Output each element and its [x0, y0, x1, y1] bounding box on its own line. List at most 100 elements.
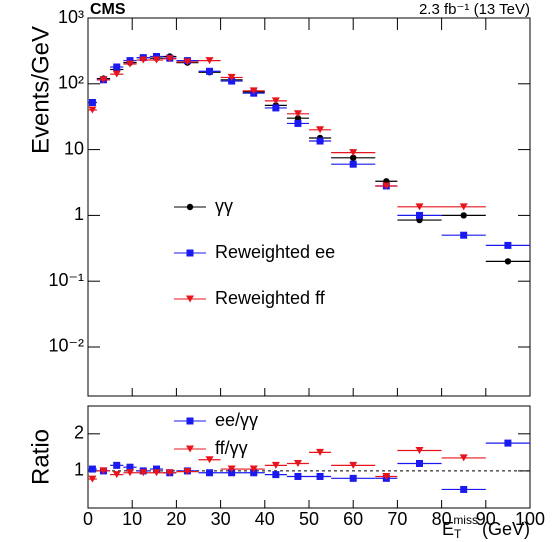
x-tick-label: 50	[299, 509, 319, 529]
marker	[504, 258, 512, 265]
marker	[113, 461, 121, 469]
marker	[227, 73, 236, 81]
marker	[316, 137, 324, 145]
marker	[153, 52, 161, 60]
marker	[228, 77, 236, 85]
marker	[249, 465, 258, 473]
marker	[125, 469, 134, 477]
legend-label: Reweighted ee	[215, 242, 335, 262]
marker	[460, 212, 467, 219]
legend-marker	[186, 445, 194, 453]
marker	[88, 475, 97, 483]
marker	[316, 472, 324, 480]
marker	[316, 126, 325, 134]
x-title-sup: miss	[453, 513, 478, 527]
marker	[88, 465, 96, 473]
marker	[349, 474, 357, 482]
legend-marker	[186, 417, 194, 425]
marker	[205, 456, 214, 464]
marker	[205, 57, 214, 65]
legend-label: Reweighted ff	[215, 288, 326, 308]
marker	[183, 58, 192, 66]
marker	[112, 70, 121, 78]
marker	[165, 469, 174, 477]
marker	[293, 110, 302, 118]
marker	[416, 459, 423, 467]
marker	[459, 203, 468, 211]
marker	[415, 203, 424, 211]
marker	[152, 469, 161, 477]
marker	[250, 469, 258, 477]
lumi-label: 2.3 fb⁻¹ (13 TeV)	[419, 1, 530, 18]
y-tick-label: 10²	[58, 73, 84, 93]
x-tick-label: 90	[476, 509, 496, 529]
marker	[139, 469, 148, 477]
x-tick-label: 20	[166, 509, 186, 529]
marker	[294, 119, 302, 127]
marker	[227, 465, 236, 473]
x-tick-label: 60	[343, 509, 363, 529]
marker	[126, 463, 134, 471]
x-tick-label: 70	[387, 509, 407, 529]
y-tick-label: 2	[74, 423, 84, 443]
marker	[349, 461, 358, 469]
marker	[460, 231, 468, 239]
x-tick-label: 30	[211, 509, 231, 529]
legend-marker	[186, 203, 194, 211]
legend-label: ee/γγ	[215, 410, 258, 430]
marker	[139, 56, 148, 64]
marker	[152, 56, 161, 64]
y-tick-label: 1	[74, 460, 84, 480]
marker	[504, 439, 512, 447]
marker	[382, 472, 391, 480]
legend-marker	[186, 249, 194, 257]
y-tick-label: 1	[74, 204, 84, 224]
marker	[294, 472, 302, 480]
y-tick-label: 10⁻¹	[48, 270, 84, 290]
marker	[349, 149, 358, 157]
x-title-symbol: E	[442, 519, 454, 539]
marker	[504, 241, 512, 249]
x-title-sub: T	[454, 527, 462, 541]
y-tick-label: 10⁻²	[48, 336, 84, 356]
y-tick-label: 10	[64, 138, 84, 158]
x-tick-label: 100	[515, 509, 545, 529]
y-axis-title: Events/GeV	[27, 26, 54, 154]
x-axis-title: ETmiss (GeV)	[442, 513, 530, 541]
x-title-unit: (GeV)	[482, 519, 530, 539]
x-tick-label: 10	[122, 509, 142, 529]
marker	[349, 160, 357, 168]
marker	[228, 469, 236, 477]
marker	[165, 55, 174, 63]
legend-label: γγ	[215, 196, 233, 216]
marker	[153, 465, 161, 473]
marker	[206, 469, 214, 477]
marker	[460, 485, 468, 493]
marker	[272, 104, 280, 112]
x-tick-label: 80	[432, 509, 452, 529]
marker	[271, 97, 280, 105]
marker	[249, 87, 258, 95]
marker	[113, 63, 121, 71]
y-tick-label: 10³	[58, 7, 84, 27]
marker	[99, 467, 108, 475]
marker	[206, 67, 214, 75]
marker	[382, 182, 391, 190]
legend-marker	[186, 295, 194, 303]
experiment-label: CMS	[90, 1, 126, 18]
x-tick-label: 0	[83, 509, 93, 529]
marker	[88, 98, 96, 106]
marker	[272, 471, 280, 479]
marker	[183, 468, 192, 476]
marker	[316, 448, 325, 456]
marker	[88, 106, 97, 114]
legend-label: ff/γγ	[215, 438, 248, 458]
ratio-axis-title: Ratio	[27, 429, 54, 485]
marker	[415, 447, 424, 455]
marker	[350, 154, 357, 162]
x-tick-label: 40	[255, 509, 275, 529]
marker	[125, 60, 134, 68]
marker	[459, 454, 468, 462]
marker	[99, 76, 108, 84]
